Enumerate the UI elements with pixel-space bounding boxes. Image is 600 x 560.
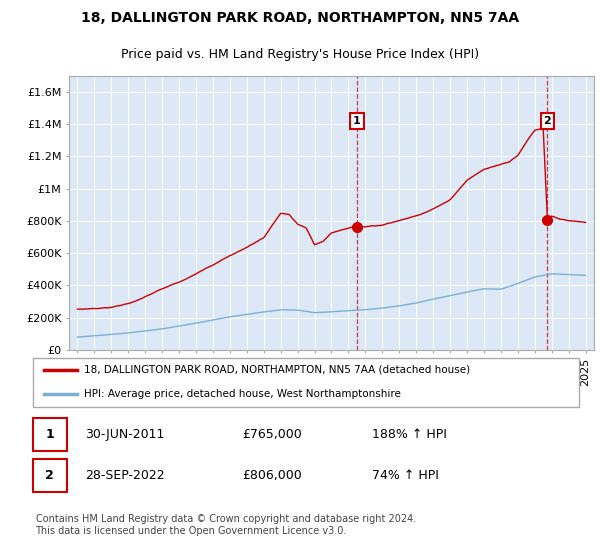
FancyBboxPatch shape xyxy=(33,358,579,407)
Text: 18, DALLINGTON PARK ROAD, NORTHAMPTON, NN5 7AA: 18, DALLINGTON PARK ROAD, NORTHAMPTON, N… xyxy=(81,11,519,25)
Text: 74% ↑ HPI: 74% ↑ HPI xyxy=(372,469,439,482)
FancyBboxPatch shape xyxy=(33,418,67,451)
FancyBboxPatch shape xyxy=(33,459,67,492)
Text: 2: 2 xyxy=(544,116,551,126)
Text: 1: 1 xyxy=(46,428,54,441)
Text: HPI: Average price, detached house, West Northamptonshire: HPI: Average price, detached house, West… xyxy=(84,389,401,399)
Text: Contains HM Land Registry data © Crown copyright and database right 2024.
This d: Contains HM Land Registry data © Crown c… xyxy=(35,514,416,536)
Text: 18, DALLINGTON PARK ROAD, NORTHAMPTON, NN5 7AA (detached house): 18, DALLINGTON PARK ROAD, NORTHAMPTON, N… xyxy=(84,365,470,375)
Text: 2: 2 xyxy=(46,469,54,482)
Text: 28-SEP-2022: 28-SEP-2022 xyxy=(85,469,165,482)
Text: 1: 1 xyxy=(353,116,361,126)
Text: £806,000: £806,000 xyxy=(242,469,302,482)
Text: £765,000: £765,000 xyxy=(242,428,302,441)
Text: 30-JUN-2011: 30-JUN-2011 xyxy=(85,428,164,441)
Text: Price paid vs. HM Land Registry's House Price Index (HPI): Price paid vs. HM Land Registry's House … xyxy=(121,48,479,61)
Text: 188% ↑ HPI: 188% ↑ HPI xyxy=(372,428,447,441)
